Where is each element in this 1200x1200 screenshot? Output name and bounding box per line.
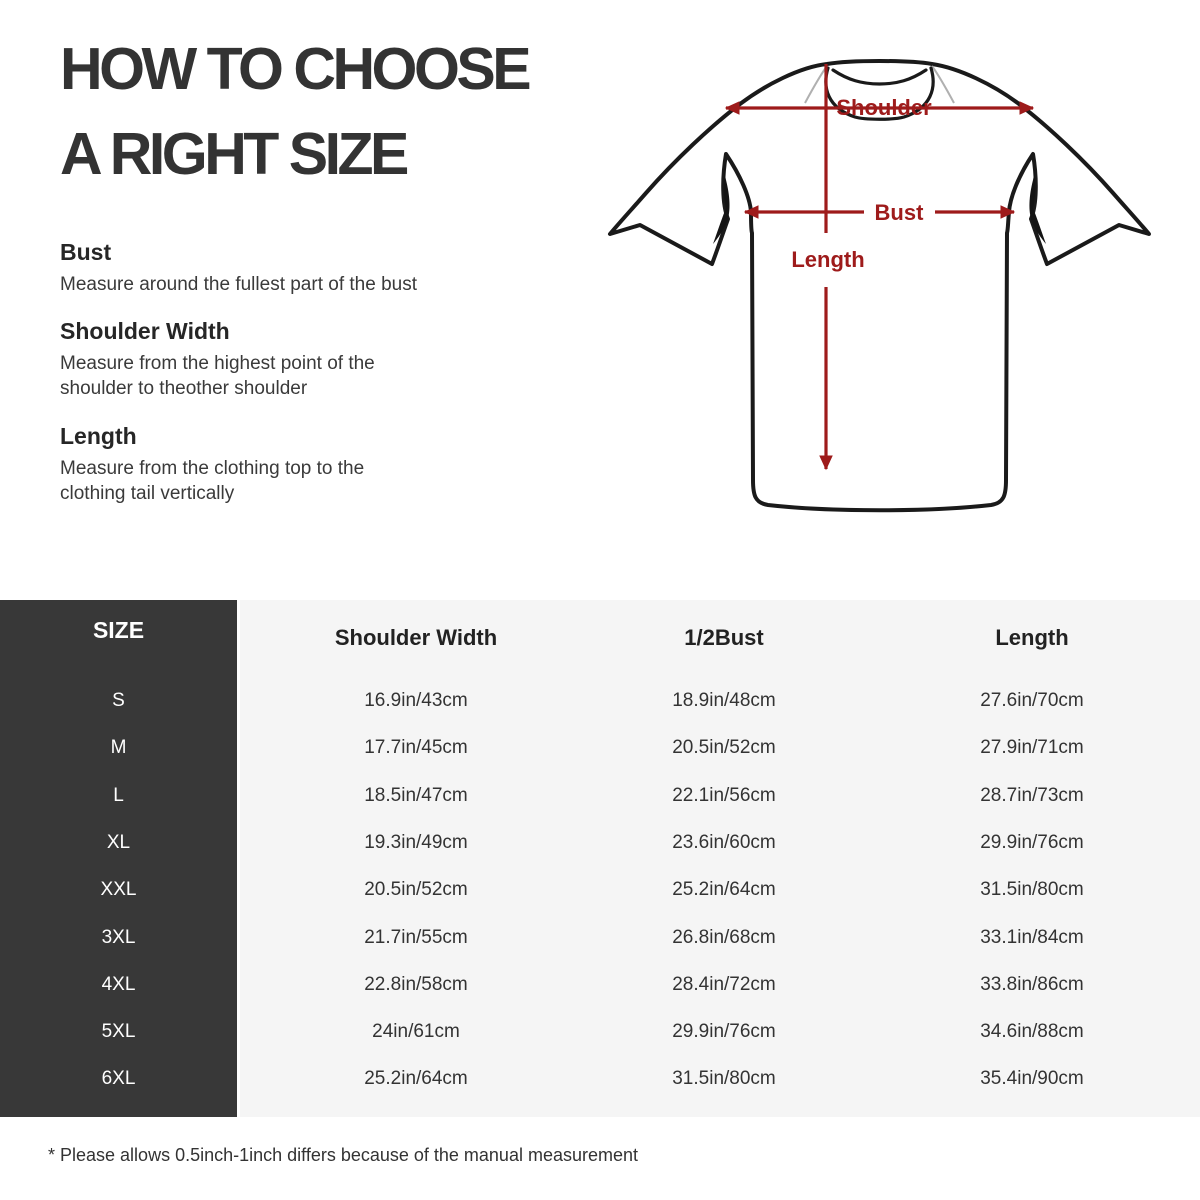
svg-text:Length: Length: [791, 247, 864, 272]
svg-text:Shoulder: Shoulder: [836, 95, 932, 120]
svg-text:Bust: Bust: [875, 200, 925, 225]
